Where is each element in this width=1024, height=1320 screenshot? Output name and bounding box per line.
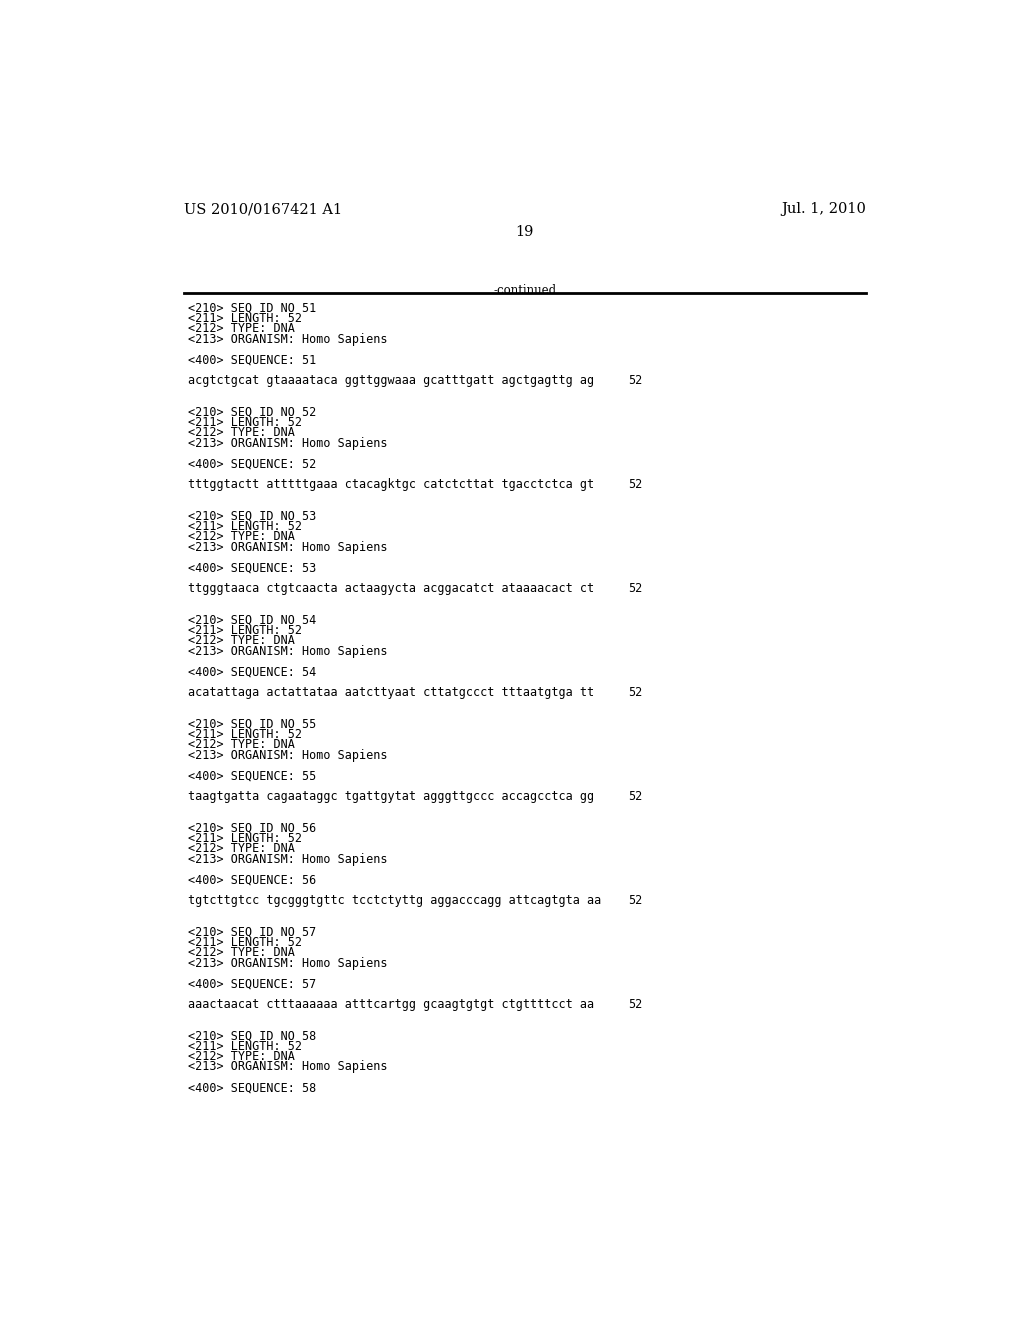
- Text: <210> SEQ ID NO 57: <210> SEQ ID NO 57: [188, 925, 316, 939]
- Text: <213> ORGANISM: Homo Sapiens: <213> ORGANISM: Homo Sapiens: [188, 957, 388, 969]
- Text: <400> SEQUENCE: 52: <400> SEQUENCE: 52: [188, 458, 316, 470]
- Text: <210> SEQ ID NO 58: <210> SEQ ID NO 58: [188, 1030, 316, 1043]
- Text: <211> LENGTH: 52: <211> LENGTH: 52: [188, 416, 302, 429]
- Text: <211> LENGTH: 52: <211> LENGTH: 52: [188, 727, 302, 741]
- Text: <212> TYPE: DNA: <212> TYPE: DNA: [188, 635, 295, 647]
- Text: 52: 52: [628, 375, 642, 387]
- Text: <213> ORGANISM: Homo Sapiens: <213> ORGANISM: Homo Sapiens: [188, 541, 388, 553]
- Text: <212> TYPE: DNA: <212> TYPE: DNA: [188, 531, 295, 544]
- Text: <213> ORGANISM: Homo Sapiens: <213> ORGANISM: Homo Sapiens: [188, 748, 388, 762]
- Text: US 2010/0167421 A1: US 2010/0167421 A1: [183, 202, 342, 216]
- Text: <210> SEQ ID NO 56: <210> SEQ ID NO 56: [188, 821, 316, 834]
- Text: <212> TYPE: DNA: <212> TYPE: DNA: [188, 946, 295, 960]
- Text: <212> TYPE: DNA: <212> TYPE: DNA: [188, 426, 295, 440]
- Text: <211> LENGTH: 52: <211> LENGTH: 52: [188, 520, 302, 533]
- Text: aaactaacat ctttaaaaaa atttcartgg gcaagtgtgt ctgttttcct aa: aaactaacat ctttaaaaaa atttcartgg gcaagtg…: [188, 998, 595, 1011]
- Text: <400> SEQUENCE: 55: <400> SEQUENCE: 55: [188, 770, 316, 783]
- Text: <213> ORGANISM: Homo Sapiens: <213> ORGANISM: Homo Sapiens: [188, 437, 388, 450]
- Text: <210> SEQ ID NO 55: <210> SEQ ID NO 55: [188, 718, 316, 730]
- Text: <211> LENGTH: 52: <211> LENGTH: 52: [188, 624, 302, 636]
- Text: 52: 52: [628, 894, 642, 907]
- Text: tttggtactt atttttgaaa ctacagktgc catctcttat tgacctctca gt: tttggtactt atttttgaaa ctacagktgc catctct…: [188, 478, 595, 491]
- Text: 52: 52: [628, 582, 642, 595]
- Text: 52: 52: [628, 686, 642, 700]
- Text: <213> ORGANISM: Homo Sapiens: <213> ORGANISM: Homo Sapiens: [188, 644, 388, 657]
- Text: 52: 52: [628, 478, 642, 491]
- Text: <212> TYPE: DNA: <212> TYPE: DNA: [188, 322, 295, 335]
- Text: acgtctgcat gtaaaataca ggttggwaaa gcatttgatt agctgagttg ag: acgtctgcat gtaaaataca ggttggwaaa gcatttg…: [188, 375, 595, 387]
- Text: 52: 52: [628, 998, 642, 1011]
- Text: <211> LENGTH: 52: <211> LENGTH: 52: [188, 1040, 302, 1052]
- Text: <400> SEQUENCE: 54: <400> SEQUENCE: 54: [188, 665, 316, 678]
- Text: <212> TYPE: DNA: <212> TYPE: DNA: [188, 1051, 295, 1063]
- Text: <400> SEQUENCE: 58: <400> SEQUENCE: 58: [188, 1081, 316, 1094]
- Text: <210> SEQ ID NO 51: <210> SEQ ID NO 51: [188, 302, 316, 314]
- Text: tgtcttgtcc tgcgggtgttc tcctctyttg aggacccagg attcagtgta aa: tgtcttgtcc tgcgggtgttc tcctctyttg aggacc…: [188, 894, 602, 907]
- Text: <211> LENGTH: 52: <211> LENGTH: 52: [188, 312, 302, 325]
- Text: <213> ORGANISM: Homo Sapiens: <213> ORGANISM: Homo Sapiens: [188, 333, 388, 346]
- Text: taagtgatta cagaataggc tgattgytat agggttgccc accagcctca gg: taagtgatta cagaataggc tgattgytat agggttg…: [188, 791, 595, 803]
- Text: <211> LENGTH: 52: <211> LENGTH: 52: [188, 936, 302, 949]
- Text: 52: 52: [628, 791, 642, 803]
- Text: <400> SEQUENCE: 57: <400> SEQUENCE: 57: [188, 977, 316, 990]
- Text: <210> SEQ ID NO 54: <210> SEQ ID NO 54: [188, 614, 316, 627]
- Text: <211> LENGTH: 52: <211> LENGTH: 52: [188, 832, 302, 845]
- Text: <400> SEQUENCE: 51: <400> SEQUENCE: 51: [188, 354, 316, 367]
- Text: 19: 19: [516, 226, 534, 239]
- Text: <400> SEQUENCE: 53: <400> SEQUENCE: 53: [188, 561, 316, 574]
- Text: <400> SEQUENCE: 56: <400> SEQUENCE: 56: [188, 874, 316, 886]
- Text: <212> TYPE: DNA: <212> TYPE: DNA: [188, 738, 295, 751]
- Text: <213> ORGANISM: Homo Sapiens: <213> ORGANISM: Homo Sapiens: [188, 853, 388, 866]
- Text: <213> ORGANISM: Homo Sapiens: <213> ORGANISM: Homo Sapiens: [188, 1060, 388, 1073]
- Text: <212> TYPE: DNA: <212> TYPE: DNA: [188, 842, 295, 855]
- Text: ttgggtaaca ctgtcaacta actaagycta acggacatct ataaaacact ct: ttgggtaaca ctgtcaacta actaagycta acggaca…: [188, 582, 595, 595]
- Text: <210> SEQ ID NO 52: <210> SEQ ID NO 52: [188, 405, 316, 418]
- Text: <210> SEQ ID NO 53: <210> SEQ ID NO 53: [188, 510, 316, 523]
- Text: acatattaga actattataa aatcttyaat cttatgccct tttaatgtga tt: acatattaga actattataa aatcttyaat cttatgc…: [188, 686, 595, 700]
- Text: Jul. 1, 2010: Jul. 1, 2010: [781, 202, 866, 216]
- Text: -continued: -continued: [494, 284, 556, 297]
